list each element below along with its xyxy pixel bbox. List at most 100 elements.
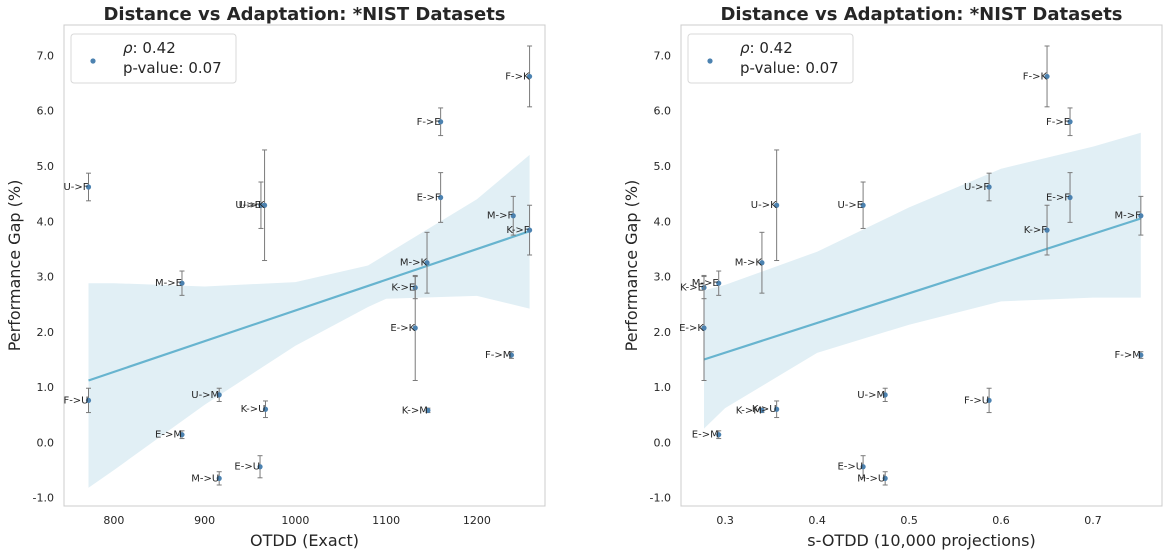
data-point [860, 202, 866, 208]
data-point [510, 213, 516, 219]
point-label: F->K [1023, 71, 1048, 82]
y-tick-label: 7.0 [37, 49, 55, 62]
y-tick-label: 5.0 [654, 160, 672, 173]
x-tick-label: 900 [194, 514, 215, 527]
legend-rho: ρ: 0.42 [740, 39, 793, 57]
x-tick-label: 1000 [281, 514, 309, 527]
data-point [986, 397, 992, 404]
point-label: U->F [63, 182, 88, 193]
point-label: K->M [402, 405, 428, 416]
data-point [257, 464, 263, 470]
legend-rho: ρ: 0.42 [123, 39, 176, 57]
point-label: M->K [400, 258, 428, 269]
point-label: M->E [155, 278, 182, 289]
point-label: K->F [1024, 225, 1047, 236]
point-label: F->M [1114, 350, 1140, 361]
data-point [774, 406, 780, 412]
point-label: M->K [735, 258, 763, 269]
y-axis-label: Performance Gap (%) [622, 180, 641, 352]
data-point [262, 406, 269, 412]
data-point [882, 392, 888, 398]
y-axis-label: Performance Gap (%) [5, 180, 24, 352]
data-point [216, 475, 222, 481]
y-tick-label: 1.0 [654, 381, 672, 394]
data-point [1044, 73, 1050, 80]
point-label: F->M [485, 350, 511, 361]
y-tick-label: 4.0 [654, 215, 672, 228]
data-point [701, 325, 707, 331]
point-label: M->U [191, 473, 219, 484]
data-point [508, 352, 515, 358]
point-label: E->K [390, 323, 415, 334]
data-point [85, 184, 92, 190]
data-point [216, 392, 222, 398]
point-label: E->K [679, 323, 704, 334]
chart-panel-2: F->K F->E U->K U->E U->F E->F K->F M->F M->K M->E… [622, 4, 1163, 550]
point-label: F->U [964, 395, 989, 406]
data-point [986, 184, 992, 190]
y-tick-label: 6.0 [654, 105, 672, 118]
x-tick-label: 0.3 [716, 514, 734, 527]
x-axis-label: OTDD (Exact) [250, 531, 359, 550]
point-label: F->E [417, 117, 441, 128]
point-label: U->M [191, 390, 219, 401]
data-point [438, 194, 444, 201]
x-tick-label: 1200 [463, 514, 491, 527]
y-tick-label: 3.0 [37, 271, 55, 284]
point-label: U->K [751, 200, 777, 211]
y-tick-label: 1.0 [37, 381, 55, 394]
point-label: K->U [241, 404, 266, 415]
point-label: F->U [63, 395, 88, 406]
data-point [1138, 352, 1144, 358]
data-point [424, 260, 430, 266]
x-tick-label: 0.5 [900, 514, 918, 527]
chart-title: Distance vs Adaptation: *NIST Datasets [103, 4, 505, 25]
regression-line [88, 230, 530, 382]
data-point [1138, 213, 1144, 219]
x-tick-label: 1100 [372, 514, 400, 527]
y-tick-label: 4.0 [37, 215, 55, 228]
data-point [526, 73, 533, 80]
data-point [261, 202, 268, 208]
data-point [438, 119, 444, 125]
regression-line [703, 217, 1142, 361]
point-label: E->M [692, 430, 719, 441]
legend-pvalue: p-value: 0.07 [740, 59, 839, 77]
y-tick-label: -1.0 [650, 492, 671, 505]
data-point [1067, 119, 1073, 125]
data-point [860, 464, 866, 470]
chart-panel-1: F->K F->E U->F U->EU->K E->F M->F K->F M->E M->K… [5, 4, 546, 550]
y-tick-label: -1.0 [33, 492, 54, 505]
y-tick-label: 6.0 [37, 105, 55, 118]
legend: ρ: 0.42 p-value: 0.07 [687, 33, 854, 84]
y-tick-label: 7.0 [654, 49, 672, 62]
data-point [716, 432, 722, 438]
legend: ρ: 0.42 p-value: 0.07 [70, 33, 237, 84]
point-label: U->M [857, 390, 885, 401]
y-tick-label: 2.0 [654, 326, 672, 339]
point-label: M->F [487, 211, 514, 222]
data-point [882, 475, 888, 481]
point-label: E->F [417, 192, 441, 203]
data-point [179, 280, 185, 286]
y-tick-label: 0.0 [37, 436, 55, 449]
point-label: F->K [505, 71, 530, 82]
confidence-band [88, 154, 530, 488]
point-label: U->F [964, 182, 989, 193]
confidence-band [704, 132, 1141, 429]
point-label: M->F [1114, 211, 1141, 222]
point-label: E->F [1046, 192, 1070, 203]
data-point [258, 202, 264, 208]
data-point [1067, 194, 1073, 201]
point-label: K->U [752, 404, 777, 415]
point-label: E->M [155, 430, 182, 441]
data-point [179, 432, 185, 438]
point-label: U->E [837, 200, 863, 211]
x-axis-label: s-OTDD (10,000 projections) [807, 531, 1035, 550]
data-point [774, 202, 780, 208]
point-label: M->E [692, 278, 719, 289]
x-tick-label: 800 [103, 514, 124, 527]
point-label: K->M [736, 405, 762, 416]
